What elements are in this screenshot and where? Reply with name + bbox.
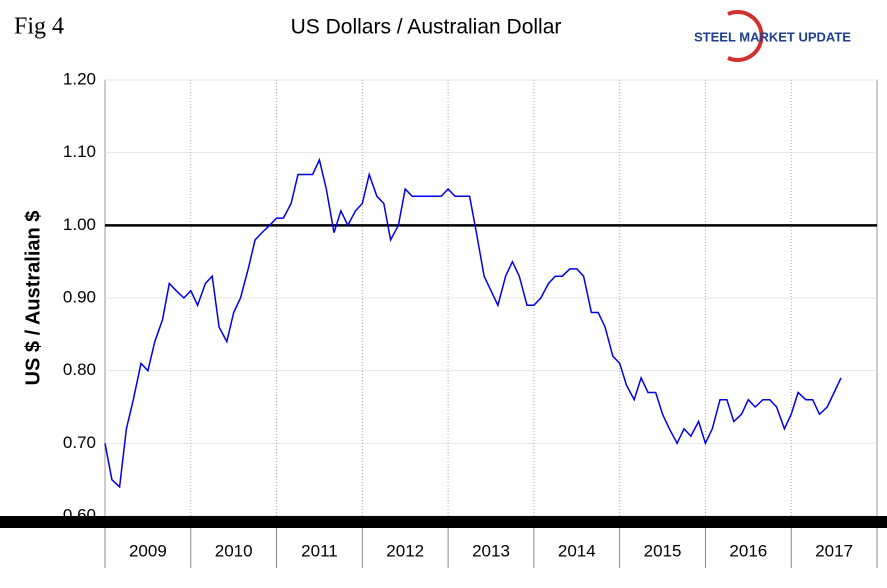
x-tick-label: 2013: [472, 541, 510, 560]
figure-label: Fig 4: [14, 14, 64, 40]
y-tick-label: 0.90: [63, 287, 96, 306]
y-tick-label: 1.20: [63, 69, 96, 88]
logo: STEEL MARKET UPDATE: [694, 10, 851, 62]
x-tick-label: 2014: [558, 541, 596, 560]
x-tick-label: 2010: [215, 541, 253, 560]
baseline-band: [0, 516, 887, 528]
x-tick-label: 2017: [815, 541, 853, 560]
y-tick-label: 0.70: [63, 433, 96, 452]
y-axis-label: US $ / Australian $: [22, 211, 44, 386]
x-tick-label: 2011: [301, 541, 338, 560]
x-tick-label: 2015: [644, 541, 682, 560]
y-tick-label: 1.10: [63, 142, 96, 161]
chart-title: US Dollars / Australian Dollar: [291, 16, 562, 39]
x-tick-label: 2009: [129, 541, 167, 560]
logo-swoosh: [727, 10, 764, 62]
x-tick-label: 2012: [386, 541, 424, 560]
series-line: [104, 157, 842, 489]
logo-text: STEEL MARKET UPDATE: [694, 29, 851, 44]
x-tick-label: 2016: [729, 541, 767, 560]
y-tick-label: 1.00: [63, 215, 96, 234]
y-tick-label: 0.80: [63, 360, 96, 379]
